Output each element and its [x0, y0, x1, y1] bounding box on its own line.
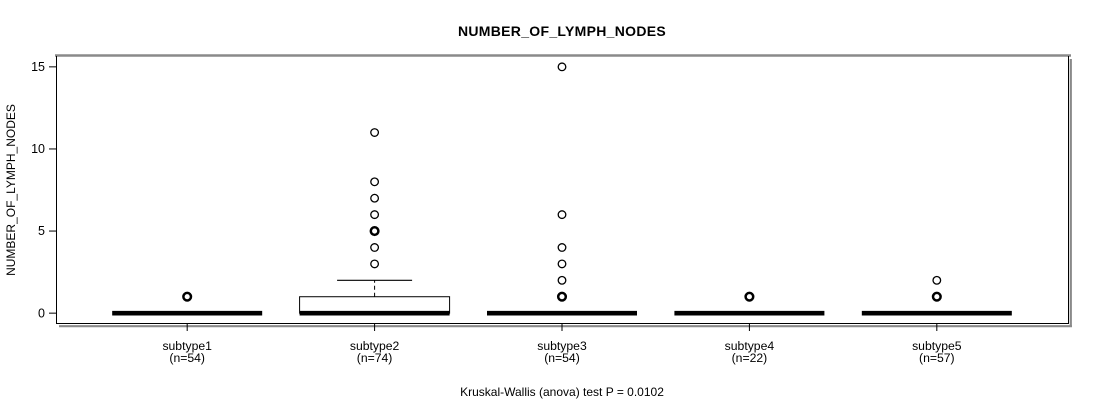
group-sublabel: (n=54) [169, 351, 205, 365]
outlier-point [557, 62, 567, 72]
outlier-point [557, 243, 567, 252]
outlier-point [370, 128, 380, 137]
outlier-point [369, 225, 380, 237]
outlier-point [932, 275, 942, 285]
outlier-point [931, 291, 942, 302]
chart-title: NUMBER_OF_LYMPH_NODES [457, 23, 667, 39]
outlier-point [370, 210, 380, 220]
group-label: subtype5 [912, 339, 962, 353]
group-label: subtype2 [350, 339, 400, 353]
y-tick-label: 15 [31, 60, 45, 74]
group-sublabel: (n=74) [357, 351, 393, 365]
group-label: subtype4 [725, 339, 775, 353]
outlier-point [370, 243, 380, 252]
y-tick-label: 0 [38, 306, 45, 320]
outlier-point [557, 210, 567, 220]
group-label: subtype3 [537, 339, 587, 353]
outlier-point [557, 275, 567, 285]
group-sublabel: (n=22) [732, 351, 768, 365]
outlier-point [370, 259, 380, 269]
group-sublabel: (n=54) [544, 351, 580, 365]
outlier-point [556, 291, 568, 302]
outlier-point [557, 259, 567, 269]
outlier-point [182, 291, 193, 302]
y-tick-label: 10 [31, 142, 45, 156]
group-label: subtype1 [162, 339, 212, 353]
outlier-point [370, 177, 380, 187]
outlier-point [370, 193, 380, 203]
box [299, 296, 451, 314]
outlier-point [744, 291, 755, 302]
stat-test-caption: Kruskal-Wallis (anova) test P = 0.0102 [460, 385, 664, 399]
group-sublabel: (n=57) [919, 351, 955, 365]
y-tick-label: 5 [38, 224, 45, 238]
